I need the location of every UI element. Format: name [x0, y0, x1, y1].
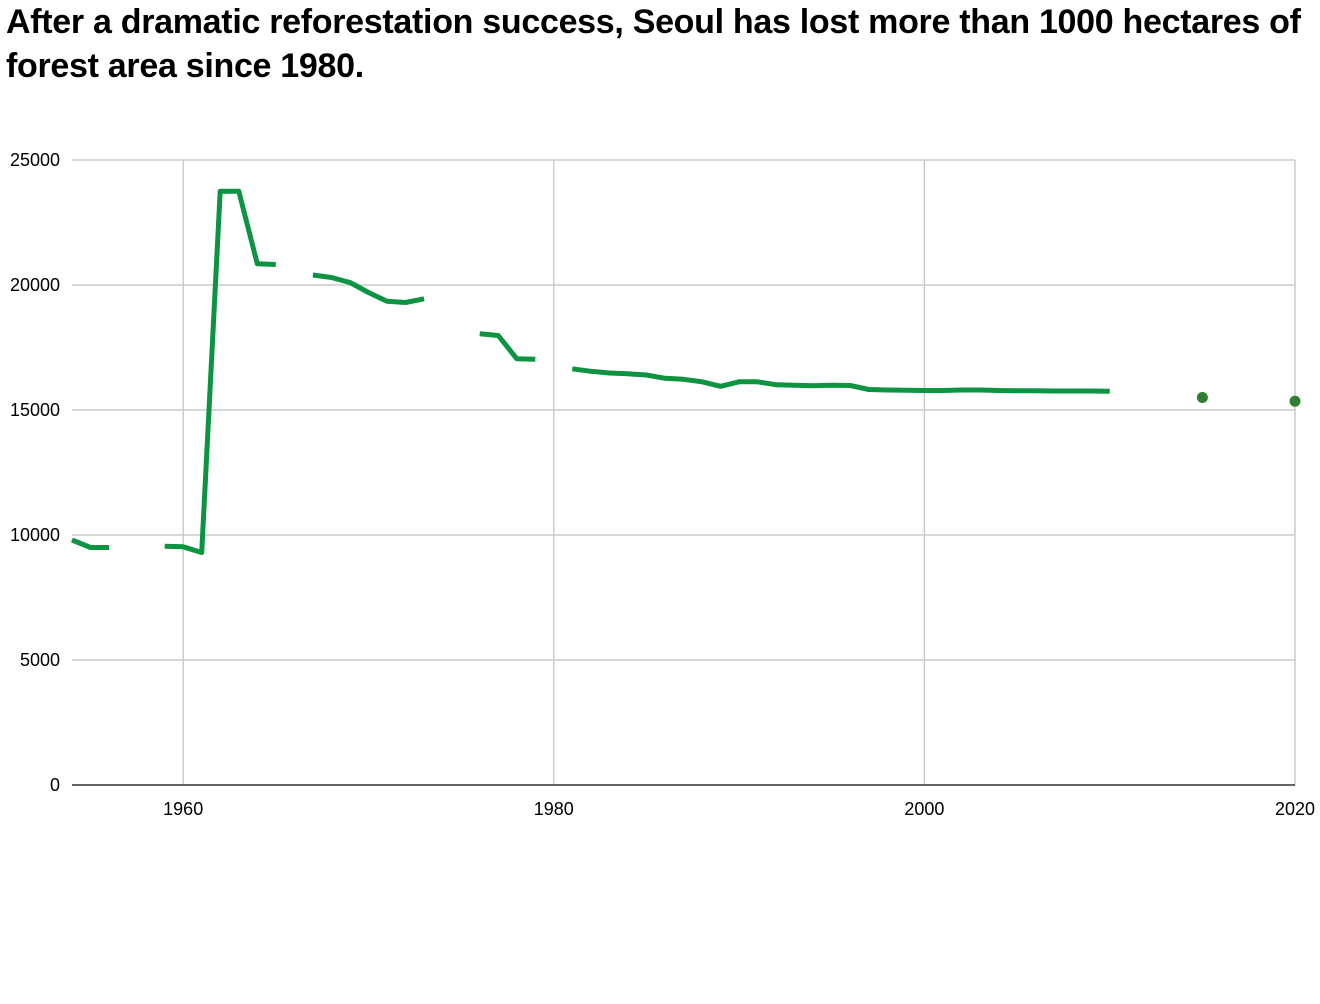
series-line-segment: [312, 272, 425, 305]
y-tick-label: 25000: [10, 150, 60, 170]
x-tick-label: 1980: [534, 799, 574, 819]
chart-title: After a dramatic reforestation success, …: [6, 3, 1301, 85]
x-tick-label: 2000: [904, 799, 944, 819]
series-point: [1196, 392, 1208, 403]
y-tick-label: 0: [50, 775, 60, 795]
series-line-segment: [71, 537, 110, 550]
y-tick-label: 5000: [20, 650, 60, 670]
series-line-segment: [164, 188, 276, 555]
tick-label-layer: 0 5000 10000 15000 20000 25000 1960 1980 2000 202…: [10, 150, 1315, 819]
series-line-segment: [571, 366, 1110, 394]
y-tick-label: 15000: [10, 400, 60, 420]
x-tick-label: 1960: [163, 799, 203, 819]
y-tick-label: 20000: [10, 275, 60, 295]
x-tick-label: 2020: [1275, 799, 1315, 819]
series-line-segment: [479, 331, 536, 362]
series-point: [1289, 395, 1301, 407]
grid-layer: [72, 159, 1296, 785]
y-tick-label: 10000: [10, 525, 60, 545]
series-layer: [71, 188, 1301, 555]
